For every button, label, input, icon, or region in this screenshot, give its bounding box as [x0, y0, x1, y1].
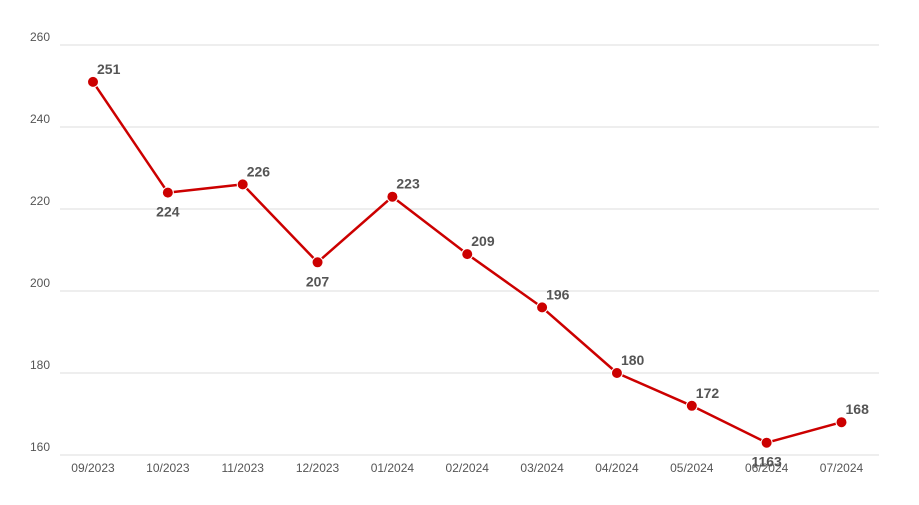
- data-point: [685, 399, 698, 412]
- data-point: [536, 301, 549, 314]
- data-points: [87, 75, 848, 449]
- x-tick-label: 03/2024: [520, 461, 564, 475]
- data-labels: 251 224 226 207 223 209 196 180 172 1163 168: [97, 61, 869, 470]
- x-tick-label: 06/2024: [745, 461, 789, 475]
- data-point: [386, 190, 399, 203]
- data-label: 180: [621, 352, 645, 368]
- data-label: 207: [306, 273, 330, 289]
- data-point: [311, 256, 324, 269]
- data-label: 224: [156, 204, 180, 220]
- grid-layer: [60, 44, 879, 456]
- data-label: 172: [696, 385, 720, 401]
- x-tick-label: 02/2024: [446, 461, 490, 475]
- x-tick-label: 11/2023: [221, 461, 264, 475]
- data-point: [760, 436, 773, 449]
- data-point: [461, 248, 474, 261]
- data-point: [835, 416, 848, 429]
- x-tick-label: 01/2024: [371, 461, 415, 475]
- y-axis-ticks: 160 180 200 220 240 260: [30, 30, 50, 454]
- y-tick-label: 200: [30, 276, 50, 290]
- y-tick-label: 180: [30, 358, 50, 372]
- x-tick-label: 12/2023: [296, 461, 340, 475]
- y-tick-label: 220: [30, 194, 50, 208]
- data-point: [610, 367, 623, 379]
- x-tick-label: 10/2023: [146, 461, 190, 475]
- data-label: 251: [97, 61, 121, 77]
- data-label: 196: [546, 286, 570, 302]
- data-label: 223: [396, 176, 420, 192]
- x-tick-label: 05/2024: [670, 461, 714, 475]
- x-tick-label: 07/2024: [820, 461, 864, 475]
- y-tick-label: 160: [30, 440, 50, 454]
- data-label: 1163: [751, 454, 782, 470]
- x-tick-label: 09/2023: [71, 461, 115, 475]
- x-axis-ticks: 09/2023 10/2023 11/2023 12/2023 01/2024 02/20…: [71, 461, 863, 475]
- data-label: 168: [846, 401, 870, 417]
- data-point: [161, 186, 174, 199]
- data-label: 209: [471, 233, 495, 249]
- data-point: [236, 178, 249, 191]
- series-line: [91, 81, 842, 444]
- x-tick-label: 04/2024: [595, 461, 639, 475]
- data-label: 226: [247, 163, 271, 179]
- y-tick-label: 260: [30, 30, 50, 44]
- data-point: [87, 75, 99, 88]
- y-tick-label: 240: [30, 112, 50, 126]
